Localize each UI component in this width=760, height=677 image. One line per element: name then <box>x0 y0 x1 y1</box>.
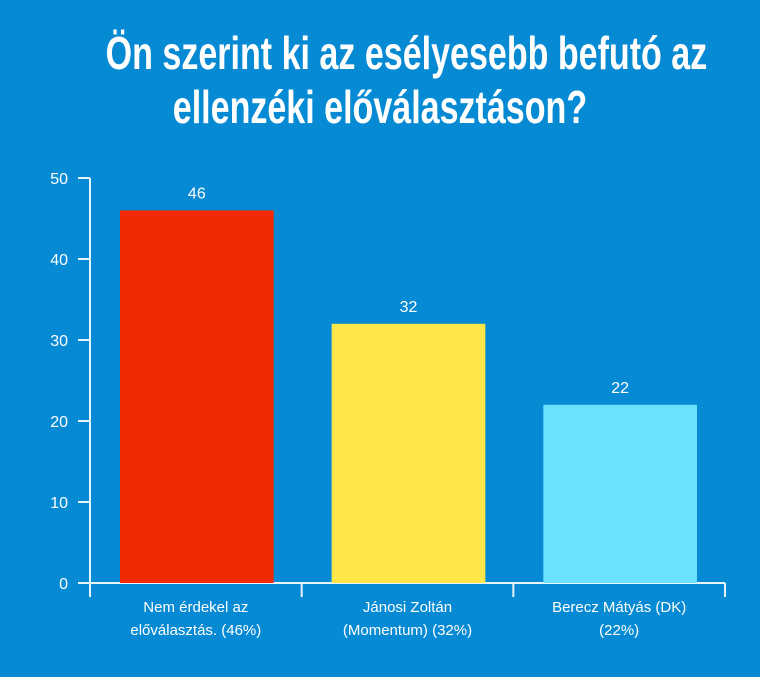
bar <box>543 404 697 583</box>
x-tick-label: Berecz Mátyás (DK) <box>552 599 686 616</box>
x-tick-label: Nem érdekel az <box>143 599 248 616</box>
y-tick-label: 50 <box>50 171 68 188</box>
chart-title: Ön szerint ki az esélyesebb befutó az el… <box>0 26 760 134</box>
data-label: 46 <box>188 185 206 202</box>
x-tick-label: (22%) <box>599 622 639 639</box>
y-tick-label: 20 <box>50 414 68 431</box>
chart-title-line: ellenzéki előválasztáson? <box>172 81 588 133</box>
y-tick-label: 30 <box>50 333 68 350</box>
bar <box>331 323 486 583</box>
x-tick-label: előválasztás. (46%) <box>130 622 261 639</box>
bar <box>120 210 274 583</box>
data-label: 32 <box>400 299 418 316</box>
chart-title-line: Ön szerint ki az esélyesebb befutó az <box>105 27 708 79</box>
y-tick-label: 10 <box>50 495 68 512</box>
data-label: 22 <box>611 380 629 397</box>
y-tick-label: 0 <box>59 576 68 593</box>
x-tick-label: Jánosi Zoltán <box>363 599 452 616</box>
y-tick-label: 40 <box>50 252 68 269</box>
x-tick-label: (Momentum) (32%) <box>343 622 472 639</box>
